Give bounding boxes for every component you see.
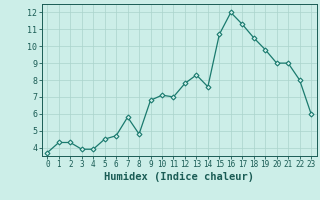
X-axis label: Humidex (Indice chaleur): Humidex (Indice chaleur) — [104, 172, 254, 182]
